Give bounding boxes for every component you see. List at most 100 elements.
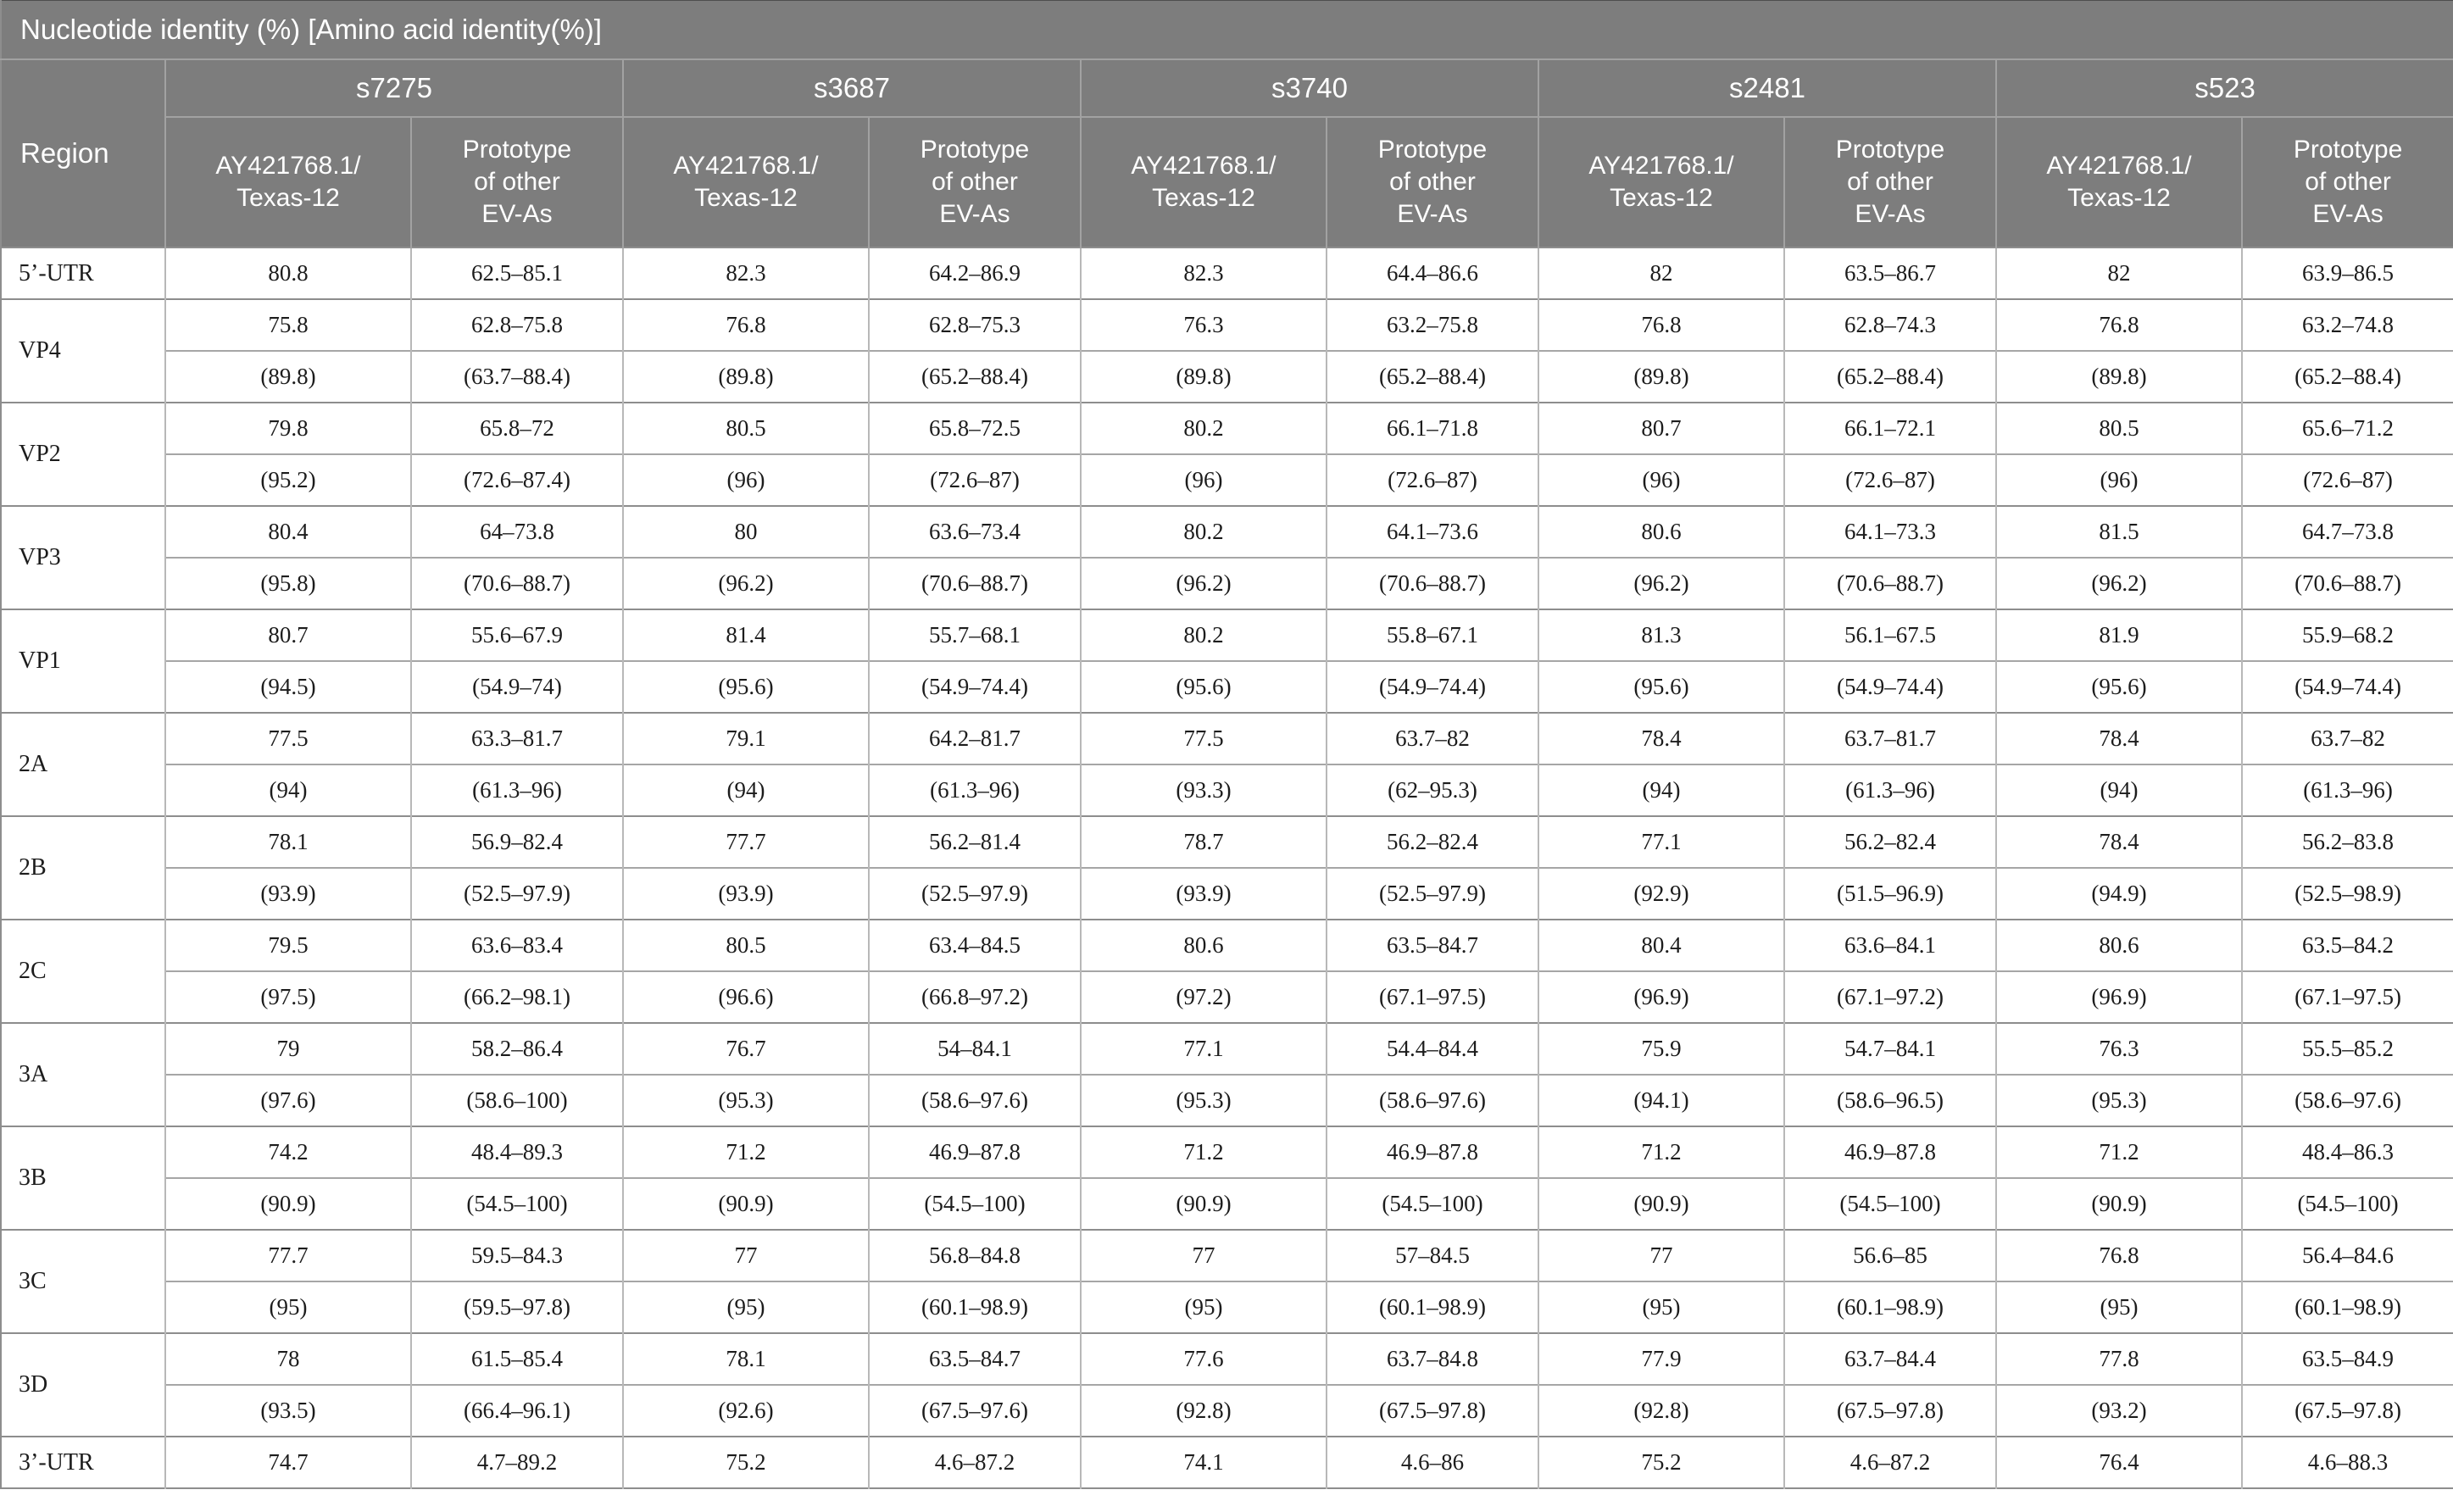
value-cell: (95.3) bbox=[622, 1074, 869, 1126]
value-cell: (93.3) bbox=[1080, 764, 1327, 816]
value-cell: (95) bbox=[1538, 1281, 1784, 1333]
table-row-amino: (93.5) (66.4–96.1) (92.6) (67.5–97.6) (92.8)… bbox=[1, 1384, 2453, 1437]
value-cell: 80.6 bbox=[1995, 919, 2242, 971]
value-cell: (70.6–88.7) bbox=[2240, 557, 2453, 609]
value-cell: 65.6–71.2 bbox=[2240, 402, 2453, 454]
value-cell: (52.5–97.9) bbox=[1326, 867, 1538, 920]
sample-header-s7275: s7275 bbox=[164, 58, 623, 117]
value-cell: 63.5–84.9 bbox=[2240, 1332, 2453, 1385]
subheader-prototype: Prototype of other EV-As bbox=[410, 116, 623, 247]
value-cell: (61.3–96) bbox=[868, 764, 1081, 816]
value-cell: (58.6–97.6) bbox=[868, 1074, 1081, 1126]
value-cell: 54–84.1 bbox=[868, 1022, 1081, 1075]
value-cell: 80.2 bbox=[1080, 505, 1327, 558]
value-cell: (92.6) bbox=[622, 1384, 869, 1437]
value-cell: (95) bbox=[164, 1281, 411, 1333]
value-cell: (67.5–97.8) bbox=[1326, 1384, 1538, 1437]
value-cell: (97.5) bbox=[164, 970, 411, 1023]
region-cell: VP2 bbox=[1, 402, 165, 506]
value-cell: (95) bbox=[1080, 1281, 1327, 1333]
table-row: 2B 78.1 56.9–82.4 77.7 56.2–81.4 78.7 56.2–82.… bbox=[1, 815, 2453, 920]
value-cell: (72.6–87) bbox=[868, 453, 1081, 506]
value-cell: 62.8–74.3 bbox=[1783, 298, 1996, 351]
value-cell: 78.1 bbox=[164, 815, 411, 868]
value-cell: (97.2) bbox=[1080, 970, 1327, 1023]
value-cell: (54.5–100) bbox=[2240, 1177, 2453, 1230]
value-cell: (51.5–96.9) bbox=[1783, 867, 1996, 920]
subheader-texas12: AY421768.1/ Texas-12 bbox=[1538, 116, 1784, 247]
table-row-amino: (93.9) (52.5–97.9) (93.9) (52.5–97.9) (93.9)… bbox=[1, 867, 2453, 920]
value-cell: (54.9–74.4) bbox=[1783, 660, 1996, 713]
value-cell: 75.8 bbox=[164, 298, 411, 351]
sample-header-s523: s523 bbox=[1994, 58, 2453, 117]
value-cell: (95) bbox=[1995, 1281, 2242, 1333]
value-cell: 57–84.5 bbox=[1326, 1229, 1538, 1281]
value-cell: (92.8) bbox=[1080, 1384, 1327, 1437]
value-cell: 74.1 bbox=[1080, 1436, 1327, 1488]
value-cell: 77.9 bbox=[1538, 1332, 1784, 1385]
value-cell: (95.2) bbox=[164, 453, 411, 506]
value-cell: (89.8) bbox=[1995, 350, 2242, 403]
value-cell: (65.2–88.4) bbox=[2240, 350, 2453, 403]
region-cell: VP4 bbox=[1, 298, 165, 403]
value-cell: (96.6) bbox=[622, 970, 869, 1023]
value-cell: 71.2 bbox=[622, 1126, 869, 1178]
value-cell: 63.6–83.4 bbox=[410, 919, 623, 971]
value-cell: (54.9–74.4) bbox=[2240, 660, 2453, 713]
region-column-header: Region bbox=[1, 58, 165, 247]
value-cell: (58.6–97.6) bbox=[1326, 1074, 1538, 1126]
value-cell: (96.9) bbox=[1995, 970, 2242, 1023]
value-cell: 71.2 bbox=[1080, 1126, 1327, 1178]
value-cell: 48.4–86.3 bbox=[2240, 1126, 2453, 1178]
value-cell: (63.7–88.4) bbox=[410, 350, 623, 403]
value-cell: 79.8 bbox=[164, 402, 411, 454]
value-cell: 81.9 bbox=[1995, 609, 2242, 661]
value-cell: 62.8–75.8 bbox=[410, 298, 623, 351]
region-cell: 3B bbox=[1, 1126, 165, 1230]
value-cell: 76.8 bbox=[1538, 298, 1784, 351]
value-cell: 82 bbox=[1538, 247, 1784, 299]
table-header: Nucleotide identity (%) [Amino acid iden… bbox=[1, 0, 2453, 247]
value-cell: (72.6–87.4) bbox=[410, 453, 623, 506]
table-row: 3’-UTR 74.7 4.7–89.2 75.2 4.6–87.2 74.1 4.6–86… bbox=[1, 1436, 2453, 1488]
value-cell: (58.6–100) bbox=[410, 1074, 623, 1126]
value-cell: 63.6–84.1 bbox=[1783, 919, 1996, 971]
subheader-prototype: Prototype of other EV-As bbox=[868, 116, 1081, 247]
value-cell: (59.5–97.8) bbox=[410, 1281, 623, 1333]
value-cell: (96) bbox=[622, 453, 869, 506]
value-cell: 77.7 bbox=[622, 815, 869, 868]
value-cell: 64.1–73.3 bbox=[1783, 505, 1996, 558]
value-cell: 65.8–72.5 bbox=[868, 402, 1081, 454]
table-row-amino: (95.2) (72.6–87.4) (96) (72.6–87) (96) (72.6–… bbox=[1, 453, 2453, 506]
value-cell: 66.1–71.8 bbox=[1326, 402, 1538, 454]
value-cell: 55.9–68.2 bbox=[2240, 609, 2453, 661]
region-cell: VP1 bbox=[1, 609, 165, 713]
value-cell: 46.9–87.8 bbox=[1783, 1126, 1996, 1178]
value-cell: (67.1–97.5) bbox=[2240, 970, 2453, 1023]
value-cell: (89.8) bbox=[1538, 350, 1784, 403]
value-cell: (95.6) bbox=[1538, 660, 1784, 713]
value-cell: 80.4 bbox=[164, 505, 411, 558]
value-cell: 78.1 bbox=[622, 1332, 869, 1385]
value-cell: (95.6) bbox=[622, 660, 869, 713]
value-cell: (93.9) bbox=[164, 867, 411, 920]
value-cell: (61.3–96) bbox=[2240, 764, 2453, 816]
value-cell: 80.6 bbox=[1538, 505, 1784, 558]
title-row: Nucleotide identity (%) [Amino acid iden… bbox=[1, 0, 2453, 59]
value-cell: (96) bbox=[1080, 453, 1327, 506]
value-cell: 80.5 bbox=[622, 919, 869, 971]
value-cell: 76.3 bbox=[1080, 298, 1327, 351]
value-cell: 4.6–87.2 bbox=[868, 1436, 1081, 1488]
value-cell: 77 bbox=[622, 1229, 869, 1281]
table-row: 2A 77.5 63.3–81.7 79.1 64.2–81.7 77.5 63.7–82 7… bbox=[1, 712, 2453, 816]
value-cell: 63.6–73.4 bbox=[868, 505, 1081, 558]
value-cell: (94) bbox=[164, 764, 411, 816]
value-cell: 46.9–87.8 bbox=[868, 1126, 1081, 1178]
value-cell: (54.9–74.4) bbox=[1326, 660, 1538, 713]
value-cell: 76.8 bbox=[622, 298, 869, 351]
value-cell: 63.5–84.2 bbox=[2240, 919, 2453, 971]
value-cell: (92.9) bbox=[1538, 867, 1784, 920]
value-cell: 55.8–67.1 bbox=[1326, 609, 1538, 661]
value-cell: (95.8) bbox=[164, 557, 411, 609]
value-cell: (70.6–88.7) bbox=[1326, 557, 1538, 609]
